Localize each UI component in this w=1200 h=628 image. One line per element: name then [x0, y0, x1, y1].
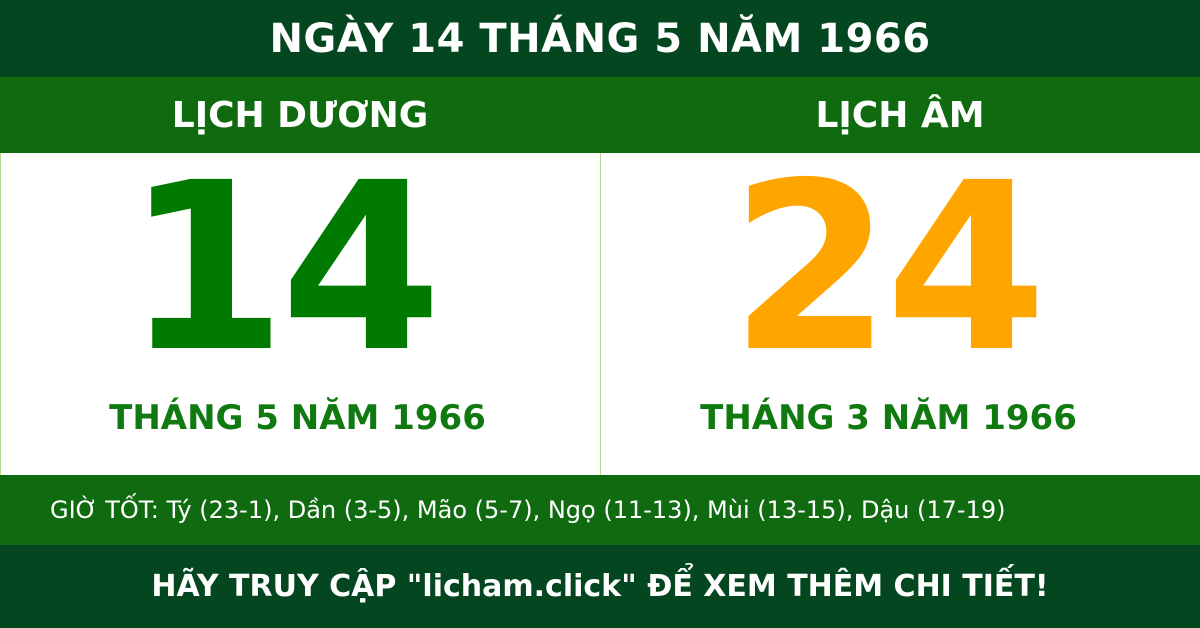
lunar-calendar-label: LỊCH ÂM — [815, 94, 985, 136]
lunar-month-year: THÁNG 3 NĂM 1966 — [700, 398, 1077, 438]
footer-cta: HÃY TRUY CẬP "licham.click" ĐỂ XEM THÊM … — [0, 545, 1200, 628]
lunar-panel: 24 THÁNG 3 NĂM 1966 — [600, 152, 1200, 475]
lunar-day: 24 — [730, 133, 1047, 403]
solar-calendar-label: LỊCH DƯƠNG — [171, 94, 429, 136]
good-hours: GIỜ TỐT: Tý (23-1), Dần (3-5), Mão (5-7)… — [0, 475, 1200, 545]
calendar-days: 14 THÁNG 5 NĂM 1966 24 THÁNG 3 NĂM 1966 — [0, 133, 1200, 475]
solar-day: 14 — [125, 133, 442, 403]
solar-month-year: THÁNG 5 NĂM 1966 — [109, 398, 486, 438]
calendar-headers: LỊCH DƯƠNG LỊCH ÂM — [0, 77, 1200, 153]
solar-panel: 14 THÁNG 5 NĂM 1966 — [0, 133, 600, 475]
page-title: NGÀY 14 THÁNG 5 NĂM 1966 — [0, 0, 1200, 77]
